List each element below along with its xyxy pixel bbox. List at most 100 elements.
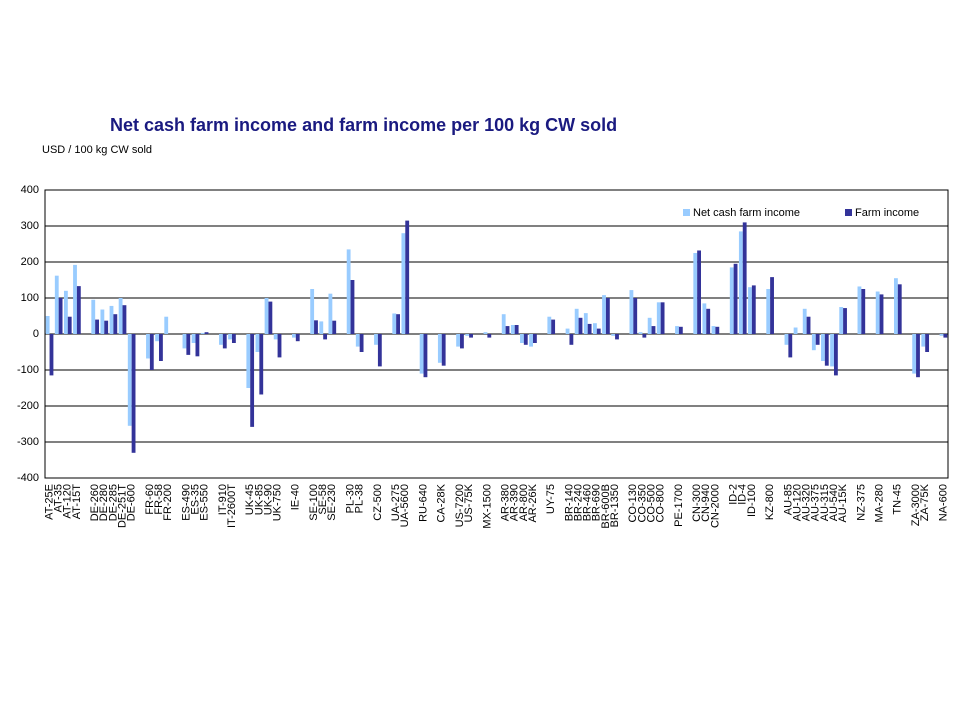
bar xyxy=(264,298,269,334)
bar xyxy=(578,317,583,334)
x-tick-label: ID-2 xyxy=(728,484,740,505)
bar xyxy=(437,334,442,363)
bar xyxy=(925,334,930,352)
bar xyxy=(374,334,378,345)
x-tick-label: ID-100 xyxy=(746,484,758,517)
bar xyxy=(222,334,227,349)
bar xyxy=(715,326,720,334)
x-tick-label: DE-251T xyxy=(116,484,128,528)
x-tick-label: AU-375 xyxy=(810,484,822,521)
bar xyxy=(195,334,200,357)
bar xyxy=(547,316,552,334)
x-tick-label: AU-85 xyxy=(782,484,794,515)
bar xyxy=(319,321,324,334)
bar xyxy=(63,290,68,334)
bar xyxy=(155,334,160,342)
bar xyxy=(702,303,707,334)
x-tick-label: UA-275 xyxy=(390,484,402,521)
bar xyxy=(118,298,123,334)
bar xyxy=(788,334,793,358)
bar xyxy=(259,334,264,395)
x-tick-label: BR-460 xyxy=(582,484,594,521)
bar xyxy=(359,334,364,352)
bar xyxy=(751,285,756,334)
x-tick-label: CO-350 xyxy=(636,484,648,523)
x-tick-label: AU-315 xyxy=(819,484,831,521)
x-tick-label: RU-640 xyxy=(417,484,429,522)
bar xyxy=(596,328,601,334)
bar xyxy=(246,334,251,388)
bar xyxy=(583,313,588,334)
x-tick-label: US-7200 xyxy=(454,484,466,527)
bar xyxy=(295,334,300,342)
bar xyxy=(127,334,132,426)
bar xyxy=(228,334,232,340)
bar xyxy=(520,334,524,343)
x-tick-label: AR-390 xyxy=(509,484,521,521)
bar xyxy=(733,263,738,334)
x-tick-label: UK-45 xyxy=(244,484,256,515)
bar xyxy=(602,295,606,334)
x-tick-label: CN-300 xyxy=(691,484,703,522)
bar xyxy=(109,305,114,334)
x-tick-label: AT-15T xyxy=(71,484,83,520)
x-tick-label: CO-500 xyxy=(645,484,657,523)
legend-swatch xyxy=(683,209,690,216)
bar xyxy=(292,334,296,338)
y-tick-label: 100 xyxy=(21,292,39,304)
bar xyxy=(615,334,619,340)
x-tick-label: FR-58 xyxy=(153,484,165,515)
x-tick-label: IT-910 xyxy=(217,484,229,515)
x-tick-label: DE-260 xyxy=(89,484,101,521)
bar xyxy=(514,325,519,334)
bar xyxy=(916,334,920,378)
bar xyxy=(45,316,50,334)
x-tick-label: MA-280 xyxy=(873,484,885,523)
bar xyxy=(843,308,847,334)
bar xyxy=(711,326,716,334)
bar xyxy=(815,334,820,345)
bar xyxy=(346,249,351,334)
bar xyxy=(921,334,926,347)
x-tick-label: FR-60 xyxy=(144,484,156,515)
bar xyxy=(587,323,592,334)
x-tick-label: NA-600 xyxy=(937,484,949,521)
bar xyxy=(401,233,406,334)
chart-title: Net cash farm income and farm income per… xyxy=(110,115,617,135)
bar xyxy=(569,334,574,345)
bar xyxy=(939,334,944,336)
bar xyxy=(605,298,610,334)
bar xyxy=(146,334,150,359)
y-axis-label: USD / 100 kg CW sold xyxy=(42,144,152,156)
bar xyxy=(638,332,643,334)
bar xyxy=(565,328,570,334)
x-tick-label: ES-35 xyxy=(189,484,201,515)
bar xyxy=(802,308,807,334)
bar xyxy=(551,319,556,334)
bar xyxy=(574,308,579,334)
bar xyxy=(332,320,337,334)
x-tick-label: UK-85 xyxy=(253,484,265,515)
bar xyxy=(113,314,118,334)
bar xyxy=(159,334,163,361)
bar xyxy=(706,308,711,334)
y-tick-label: 200 xyxy=(21,256,39,268)
x-tick-label: BR-240 xyxy=(572,484,584,521)
x-tick-label: DE-285 xyxy=(107,484,119,521)
x-tick-label: TN-45 xyxy=(892,484,904,515)
bar xyxy=(660,302,665,334)
x-tick-label: DE-280 xyxy=(98,484,110,521)
x-tick-label: PE-1700 xyxy=(673,484,685,527)
x-tick-label: BR-600B xyxy=(600,484,612,529)
x-tick-label: DE-600 xyxy=(126,484,138,521)
bar xyxy=(897,284,902,334)
bar xyxy=(277,334,282,358)
bar xyxy=(784,334,789,345)
bar xyxy=(469,334,473,338)
bar xyxy=(164,316,169,334)
bar xyxy=(441,334,446,366)
bar xyxy=(465,334,470,336)
bar xyxy=(611,334,616,336)
bar xyxy=(355,334,360,347)
bar xyxy=(532,334,537,343)
